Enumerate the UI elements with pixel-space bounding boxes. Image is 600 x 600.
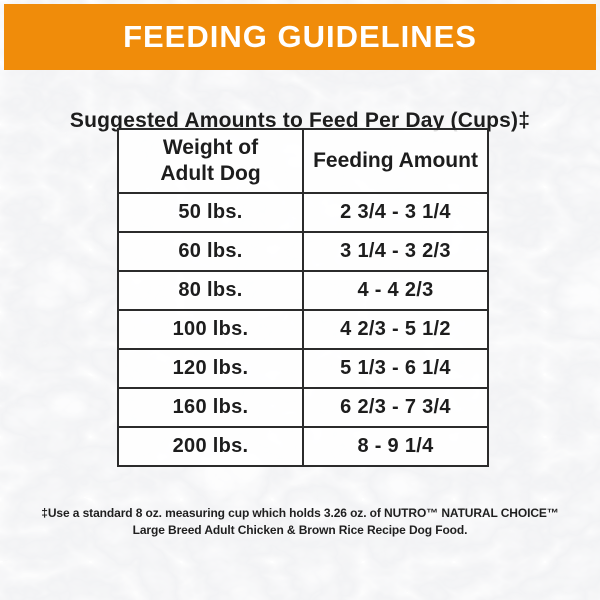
header-banner: FEEDING GUIDELINES	[4, 4, 596, 70]
table-body: 50 lbs. 2 3/4 - 3 1/4 60 lbs. 3 1/4 - 3 …	[117, 192, 489, 467]
table-row: 80 lbs. 4 - 4 2/3	[117, 270, 489, 311]
weight-cell: 100 lbs.	[117, 309, 304, 350]
col-header-amount: Feeding Amount	[302, 128, 489, 194]
table-header: Weight of Adult Dog Feeding Amount	[117, 128, 489, 194]
col-header-weight-line2: Adult Dog	[160, 162, 261, 185]
amount-cell: 3 1/4 - 3 2/3	[302, 231, 489, 272]
table-row: 200 lbs. 8 - 9 1/4	[117, 426, 489, 467]
table-title: Suggested Amounts to Feed Per Day (Cups)…	[69, 109, 531, 133]
amount-cell: 5 1/3 - 6 1/4	[302, 348, 489, 389]
weight-cell: 200 lbs.	[117, 426, 304, 467]
weight-cell: 120 lbs.	[117, 348, 304, 389]
weight-cell: 50 lbs.	[117, 192, 304, 233]
footnote-line1: ‡Use a standard 8 oz. measuring cup whic…	[41, 506, 559, 520]
col-header-weight-line1: Weight of	[162, 136, 259, 159]
col-header-weight: Weight of Adult Dog	[117, 128, 304, 194]
table-row: 60 lbs. 3 1/4 - 3 2/3	[117, 231, 489, 272]
amount-cell: 4 2/3 - 5 1/2	[302, 309, 489, 350]
weight-cell: 60 lbs.	[117, 231, 304, 272]
table-row: 100 lbs. 4 2/3 - 5 1/2	[117, 309, 489, 350]
page-title: FEEDING GUIDELINES	[123, 19, 477, 54]
weight-cell: 160 lbs.	[117, 387, 304, 428]
footnote: ‡Use a standard 8 oz. measuring cup whic…	[0, 505, 600, 539]
table-row: 120 lbs. 5 1/3 - 6 1/4	[117, 348, 489, 389]
amount-cell: 8 - 9 1/4	[302, 426, 489, 467]
weight-cell: 80 lbs.	[117, 270, 304, 311]
amount-cell: 2 3/4 - 3 1/4	[302, 192, 489, 233]
footnote-line2: Large Breed Adult Chicken & Brown Rice R…	[132, 523, 468, 537]
table-row: 160 lbs. 6 2/3 - 7 3/4	[117, 387, 489, 428]
feeding-amount-table: Weight of Adult Dog Feeding Amount 50 lb…	[117, 128, 489, 467]
amount-cell: 6 2/3 - 7 3/4	[302, 387, 489, 428]
col-header-amount-line1: Feeding Amount	[313, 149, 478, 172]
header-row: Weight of Adult Dog Feeding Amount	[117, 128, 489, 194]
table-row: 50 lbs. 2 3/4 - 3 1/4	[117, 192, 489, 233]
amount-cell: 4 - 4 2/3	[302, 270, 489, 311]
